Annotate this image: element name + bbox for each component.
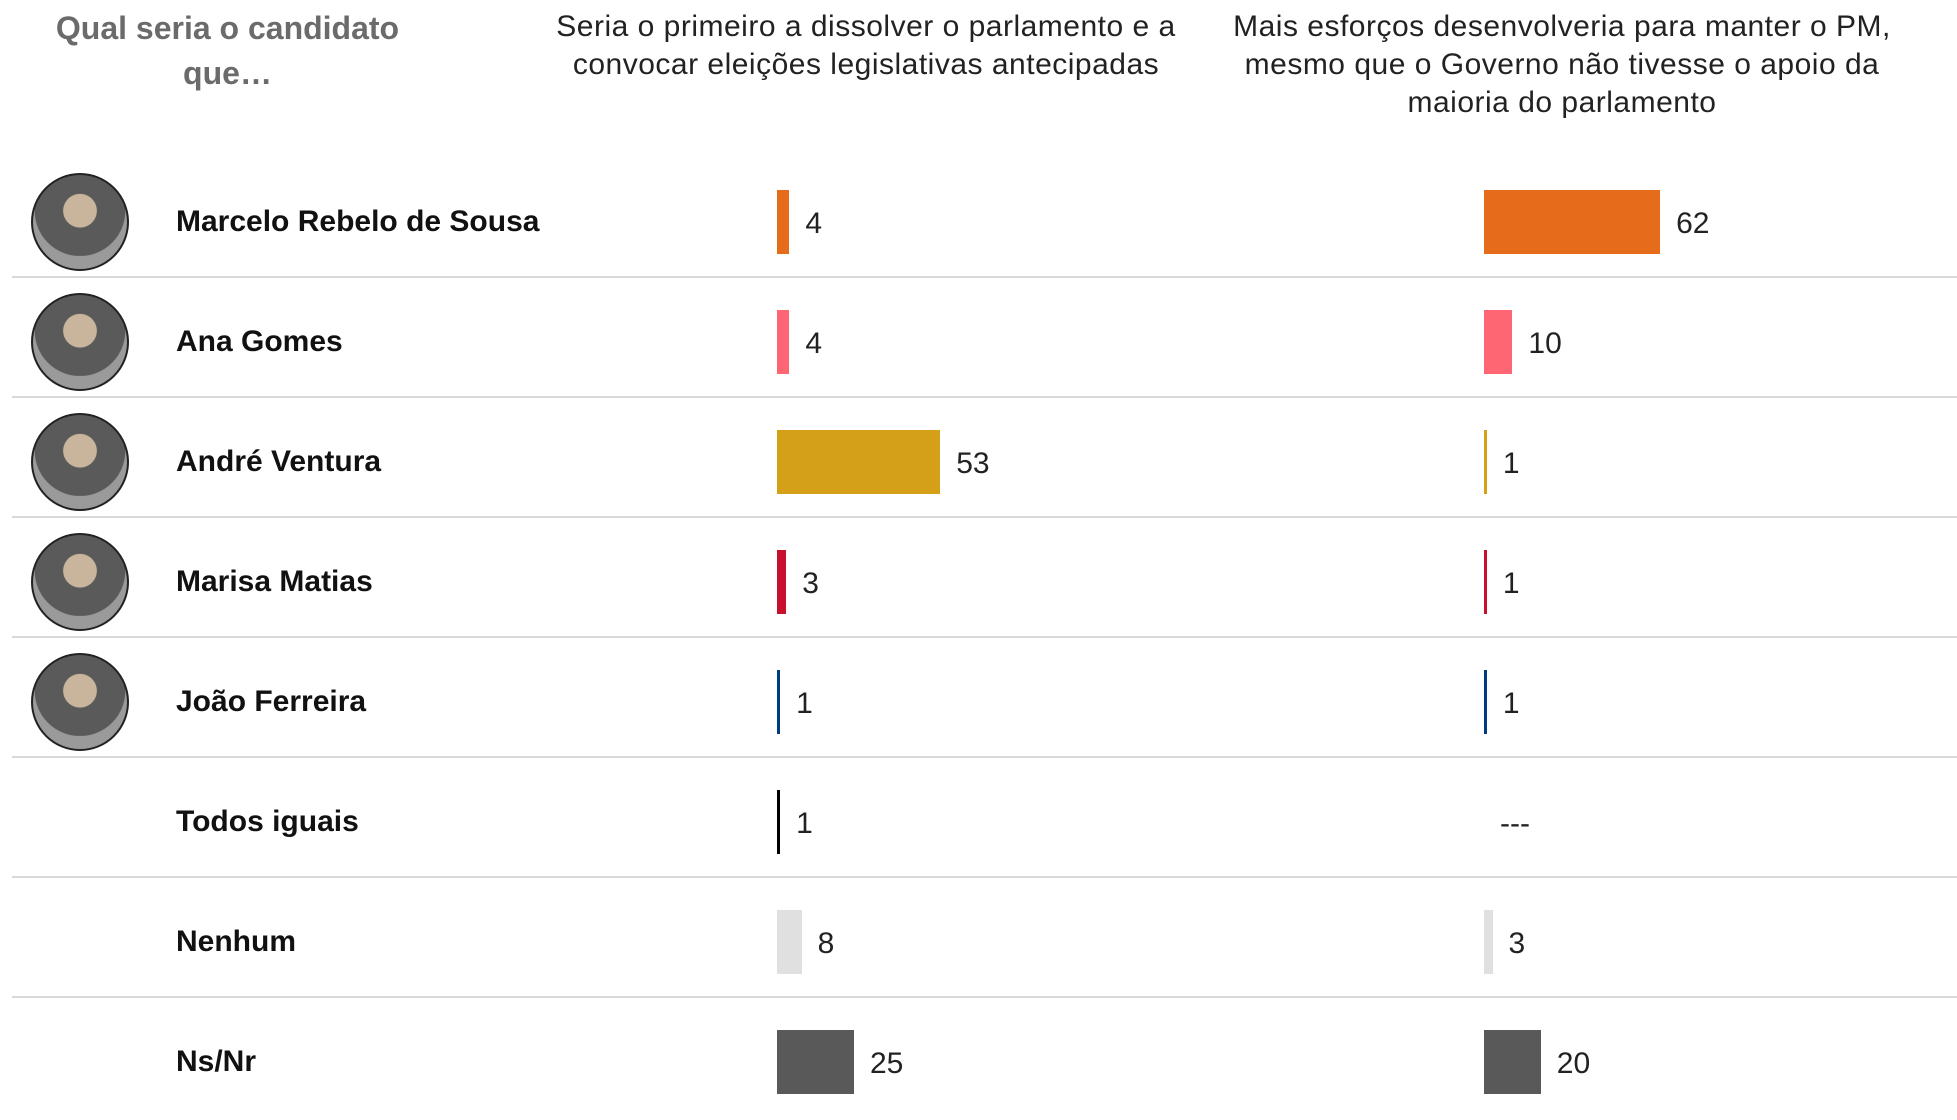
value-label: 1 — [1502, 567, 1520, 600]
column-header: Mais esforços desenvolveria para manter … — [1233, 10, 1891, 119]
candidate-photo — [31, 413, 129, 511]
value-label: 25 — [870, 1047, 904, 1080]
value-label: 4 — [805, 327, 822, 360]
category-label: Ana Gomes — [176, 325, 343, 358]
bar — [777, 670, 781, 734]
bar — [1484, 1030, 1541, 1094]
bar — [777, 430, 941, 494]
row-separator — [12, 996, 1957, 998]
candidate-photo — [31, 293, 129, 391]
row-separator — [12, 276, 1957, 278]
row-separator — [12, 396, 1957, 398]
value-label: 10 — [1528, 327, 1562, 360]
value-label: --- — [1500, 807, 1530, 840]
column-header: Seria o primeiro a dissolver o parlament… — [556, 10, 1176, 81]
category-label: André Ventura — [176, 445, 382, 478]
candidate-photo — [31, 533, 129, 631]
category-label: Todos iguais — [176, 805, 359, 838]
bar — [1484, 670, 1487, 734]
chart-title: Qual seria o candidato que… — [55, 10, 400, 91]
bar — [1484, 190, 1661, 254]
bar — [777, 1030, 854, 1094]
row-separator — [12, 636, 1957, 638]
value-label: 53 — [956, 447, 990, 480]
value-label: 1 — [1502, 447, 1520, 480]
bar — [777, 790, 781, 854]
value-label: 8 — [817, 927, 835, 960]
bar — [777, 310, 790, 374]
value-label: 3 — [802, 567, 819, 600]
bar — [1484, 910, 1493, 974]
value-label: 1 — [796, 687, 813, 720]
category-label: Marisa Matias — [176, 565, 373, 598]
candidate-photo — [31, 653, 129, 751]
bar — [1484, 310, 1513, 374]
row-separator — [12, 756, 1957, 758]
category-label: Ns/Nr — [176, 1045, 257, 1078]
bar — [1484, 550, 1487, 614]
bar — [777, 190, 790, 254]
value-label: 62 — [1676, 207, 1710, 240]
category-label: Nenhum — [176, 925, 296, 958]
value-label: 20 — [1556, 1047, 1591, 1080]
category-label: João Ferreira — [176, 685, 367, 718]
value-label: 3 — [1508, 927, 1526, 960]
value-label: 4 — [805, 207, 822, 240]
bar — [1484, 430, 1487, 494]
bar — [777, 550, 787, 614]
value-label: 1 — [1502, 687, 1520, 720]
row-separator — [12, 516, 1957, 518]
category-label: Marcelo Rebelo de Sousa — [176, 205, 540, 238]
candidate-photo — [31, 173, 129, 271]
value-label: 1 — [796, 807, 813, 840]
bar — [777, 910, 802, 974]
row-separator — [12, 876, 1957, 878]
